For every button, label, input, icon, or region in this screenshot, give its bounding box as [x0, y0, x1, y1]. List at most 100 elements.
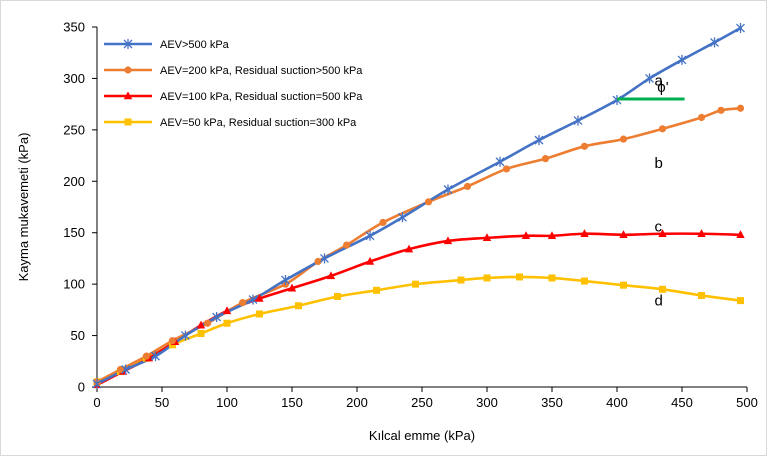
axes-layer: 0 50 100 150 200 250 300 350 400 450 500 0 50 100 150 2… [16, 20, 758, 444]
series-point [424, 198, 433, 206]
legend-label: AEV>500 kPa [160, 39, 230, 51]
x-tick-label: 200 [346, 395, 368, 410]
y-tick-label: 50 [71, 328, 85, 343]
series-point [212, 312, 222, 323]
series-point [412, 280, 419, 288]
legend-swatch-marker [124, 66, 132, 74]
series-point [581, 277, 588, 285]
series-point [541, 155, 550, 163]
series-point [404, 244, 414, 253]
series-point [736, 104, 745, 112]
legend-label: AEV=200 kPa, Residual suction>500 kPa [160, 65, 363, 77]
x-tick-label: 0 [93, 395, 100, 410]
series-point [196, 320, 206, 329]
series-point [463, 182, 472, 191]
series-point [398, 212, 407, 223]
series-point [287, 283, 297, 292]
curve-label: c [655, 219, 663, 236]
series-point [737, 297, 744, 305]
series-point [92, 378, 102, 389]
series-point [697, 113, 706, 122]
series-point [573, 115, 583, 126]
series-point [373, 286, 380, 294]
series-point [710, 37, 719, 48]
series-point [677, 54, 687, 65]
series-point [547, 231, 557, 239]
series-point [295, 302, 302, 310]
x-tick-label: 50 [155, 395, 169, 410]
labels-layer: a b c d ϕ' [617, 72, 685, 310]
y-tick-label: 300 [63, 71, 85, 86]
annotation-text: ϕ' [657, 79, 668, 96]
series-point [548, 274, 556, 282]
series-point [717, 106, 725, 114]
series-point [281, 275, 290, 286]
series-point [314, 257, 322, 266]
series-point [222, 306, 232, 315]
series-point [736, 23, 745, 34]
legend-swatch-marker [123, 39, 133, 49]
series-point [197, 330, 205, 338]
series-point [698, 291, 705, 299]
series-point [697, 229, 706, 237]
series-point [658, 229, 667, 237]
legend-label: AEV=50 kPa, Residual suction=300 kPa [160, 117, 357, 129]
x-axis-title: Kılcal emme (kPa) [369, 428, 475, 443]
x-tick-label: 300 [476, 395, 498, 410]
series-point [516, 273, 523, 281]
curve-label: a [655, 72, 664, 89]
series-point [379, 218, 387, 227]
y-tick-label: 200 [63, 174, 85, 189]
series-point [580, 229, 589, 237]
series-point [343, 241, 351, 249]
series-point [255, 293, 264, 302]
series-point [151, 351, 160, 362]
x-tick-label: 250 [411, 395, 433, 410]
series-point [658, 125, 667, 133]
series-point [180, 330, 190, 341]
curve-label: b [655, 155, 663, 172]
series-point [620, 281, 627, 289]
series-point [645, 73, 654, 84]
markers-layer [92, 23, 745, 389]
legend-label: AEV=100 kPa, Residual suction=500 kPa [160, 91, 363, 103]
series-point [482, 233, 492, 242]
y-tick-label: 0 [78, 380, 85, 395]
series-point [483, 274, 491, 282]
series-point [443, 236, 453, 245]
series-point [736, 230, 745, 238]
series-point [248, 294, 258, 305]
x-tick-label: 400 [606, 395, 628, 410]
series-point [168, 337, 176, 345]
series-point [659, 285, 666, 293]
series-point [457, 276, 465, 284]
series-point [365, 256, 375, 265]
series-point [203, 319, 212, 327]
series-point [121, 364, 131, 375]
y-tick-label: 250 [63, 122, 85, 137]
x-tick-label: 450 [671, 395, 693, 410]
series-point [495, 156, 505, 167]
series-point [326, 271, 336, 280]
x-tick-label: 350 [541, 395, 563, 410]
series-point [619, 230, 628, 238]
legend-swatch-marker [123, 91, 133, 100]
series-point [223, 319, 231, 327]
series-point [365, 230, 375, 241]
legend-swatch-marker [124, 118, 132, 126]
series-point [619, 135, 628, 143]
y-axis-title: Kayma mukavemeti (kPa) [16, 133, 31, 282]
series-point [521, 231, 531, 239]
y-tick-label: 100 [63, 277, 85, 292]
y-tick-label: 150 [63, 225, 85, 240]
series-point [443, 184, 453, 195]
series-point [116, 365, 124, 374]
series-point [320, 253, 329, 264]
series-point [256, 310, 263, 318]
y-tick-label: 350 [63, 20, 85, 35]
series-point [239, 299, 247, 307]
x-tick-label: 100 [216, 395, 238, 410]
x-tick-label: 500 [736, 395, 758, 410]
